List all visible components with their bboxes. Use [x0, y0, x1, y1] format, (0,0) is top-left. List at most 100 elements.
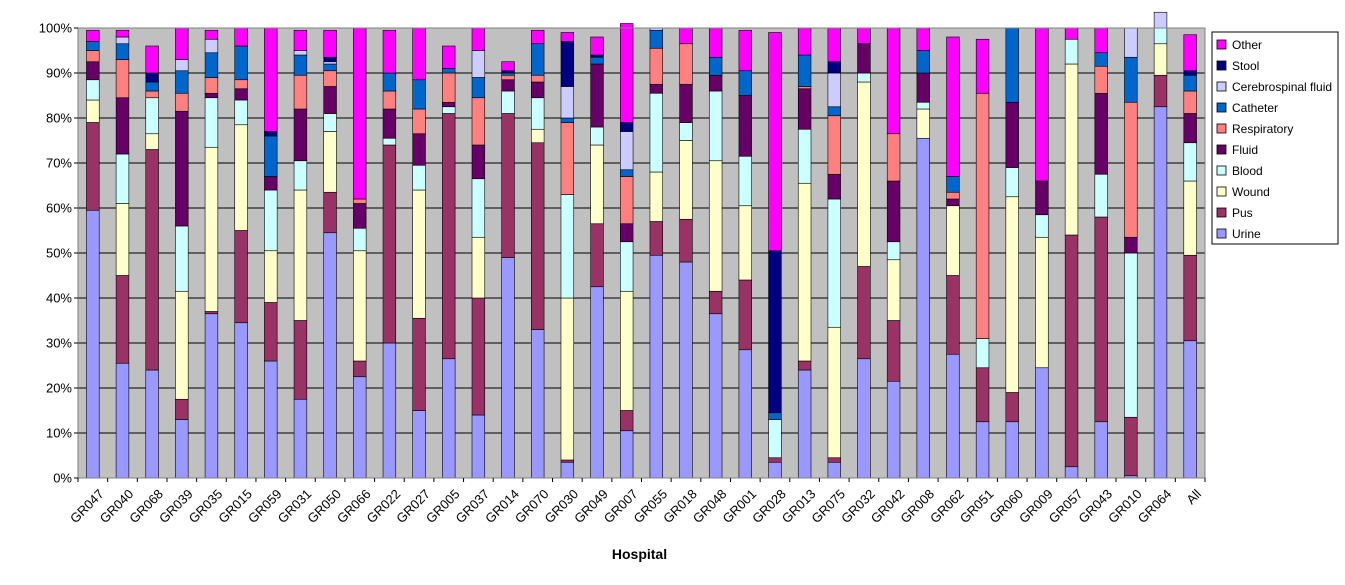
bar-segment-fluid — [1005, 101, 1019, 168]
bar-segment-fluid — [797, 88, 812, 130]
bar-segment-fluid — [293, 108, 308, 162]
axes — [74, 27, 1206, 482]
bar-segment-other — [264, 27, 278, 132]
bar-segment-blood — [797, 128, 812, 184]
bar-segment-wound — [204, 146, 219, 312]
bar-segment-urine — [323, 232, 337, 479]
bar-segment-cerebrospinal-fluid — [619, 131, 634, 171]
x-axis-title: Hospital — [612, 546, 667, 562]
bar-segment-pus — [442, 113, 456, 360]
bar-segment-blood — [1153, 27, 1168, 45]
bar-segment-blood — [649, 92, 664, 173]
bar-segment-respiratory — [501, 74, 515, 81]
bar-segment-fluid — [916, 72, 930, 103]
bar-segment-catheter — [1005, 27, 1019, 103]
bar-segment-catheter — [916, 50, 930, 74]
bar-segment-urine — [946, 353, 960, 479]
bar-segment-respiratory — [946, 191, 960, 200]
bar-segment-respiratory — [353, 198, 367, 204]
bar-segment-blood — [590, 126, 604, 146]
y-tick-label: 60% — [46, 201, 72, 216]
bar-segment-pus — [1094, 216, 1108, 423]
bar-segment-catheter — [560, 117, 575, 123]
bar-segment-blood — [442, 106, 456, 114]
bar-segment-catheter — [264, 135, 278, 177]
bar-segment-fluid — [1035, 180, 1049, 216]
bar-segment-wound — [234, 124, 248, 231]
bar-segment-urine — [649, 254, 664, 479]
bar-segment-fluid — [827, 173, 841, 200]
bar-segment-blood — [293, 160, 308, 191]
bar-segment-cerebrospinal-fluid — [827, 72, 841, 108]
bar-segment-fluid — [590, 63, 604, 128]
bar-segment-fluid — [115, 97, 130, 155]
bar-segment-respiratory — [412, 108, 426, 135]
bar-segment-urine — [145, 369, 159, 479]
legend-swatch — [1216, 60, 1227, 71]
bar-segment-urine — [1153, 106, 1168, 479]
bar-segment-pus — [145, 149, 159, 371]
bar-segment-blood — [738, 155, 752, 207]
bar-segment-other — [619, 23, 634, 123]
bar-segment-fluid — [501, 79, 515, 92]
bar-segment-respiratory — [619, 176, 634, 225]
bar-segment-pus — [353, 360, 367, 378]
bar-segment-wound — [1064, 63, 1079, 236]
y-tick-label: 0% — [53, 471, 72, 486]
bar-segment-catheter — [234, 45, 248, 81]
bar-segment-catheter — [1094, 52, 1108, 67]
bar-segment-fluid — [857, 43, 871, 74]
bar-segment-fluid — [531, 81, 545, 99]
bar-segment-fluid — [412, 133, 426, 166]
bar-segment-wound — [708, 160, 723, 292]
bar-segment-other — [1064, 27, 1079, 40]
bar-segment-pus — [797, 360, 812, 371]
bar-segment-other — [382, 29, 397, 74]
bar-segment-wound — [145, 133, 159, 150]
bar-segment-pus — [175, 398, 189, 420]
bar-segment-catheter — [1183, 74, 1197, 92]
bar-segment-respiratory — [204, 77, 219, 94]
bar-segment-stool — [619, 122, 634, 132]
bar-segment-fluid — [1094, 92, 1108, 175]
bar-segment-urine — [1064, 466, 1079, 479]
bar-segment-wound — [619, 290, 634, 411]
bar-segment-urine — [975, 421, 990, 479]
bar-segment-urine — [234, 322, 248, 479]
bar-segment-urine — [738, 349, 752, 479]
bar-segment-stool — [501, 70, 515, 74]
bar-segment-urine — [204, 313, 219, 479]
bar-segment-blood — [531, 97, 545, 130]
bar-segment-pus — [946, 275, 960, 355]
bar-segment-other — [857, 27, 871, 45]
bar-segment-cerebrospinal-fluid — [1124, 27, 1138, 58]
bar-segment-other — [797, 27, 812, 56]
bar-segment-wound — [353, 250, 367, 362]
bar-segment-wound — [679, 140, 693, 220]
bar-segment-urine — [412, 410, 426, 479]
bar-segment-other — [471, 27, 486, 51]
bar-segment-blood — [323, 113, 337, 132]
bar-segment-pus — [649, 221, 664, 256]
bar-segment-blood — [1035, 214, 1049, 238]
bar-segment-pus — [827, 457, 841, 463]
y-tick-label: 50% — [46, 246, 72, 261]
bar-segment-stool — [264, 131, 278, 137]
bar-segment-fluid — [353, 203, 367, 229]
bar-segment-wound — [471, 236, 486, 299]
y-tick-label: 70% — [46, 156, 72, 171]
bar-segment-urine — [590, 286, 604, 479]
legend-label: Urine — [1232, 227, 1261, 241]
bar-segment-fluid — [1124, 236, 1138, 254]
bar-segment-pus — [619, 410, 634, 432]
bar-segment-cerebrospinal-fluid — [115, 36, 130, 45]
bar-segment-other — [175, 27, 189, 60]
bar-segment-other — [86, 29, 100, 42]
bar-segment-urine — [471, 414, 486, 479]
bar-segment-pus — [115, 275, 130, 364]
bar-segment-pus — [975, 367, 990, 423]
bar-segment-respiratory — [1183, 90, 1197, 114]
bar-segment-other — [590, 36, 604, 56]
y-tick-label: 20% — [46, 381, 72, 396]
bar-segment-urine — [264, 360, 278, 479]
